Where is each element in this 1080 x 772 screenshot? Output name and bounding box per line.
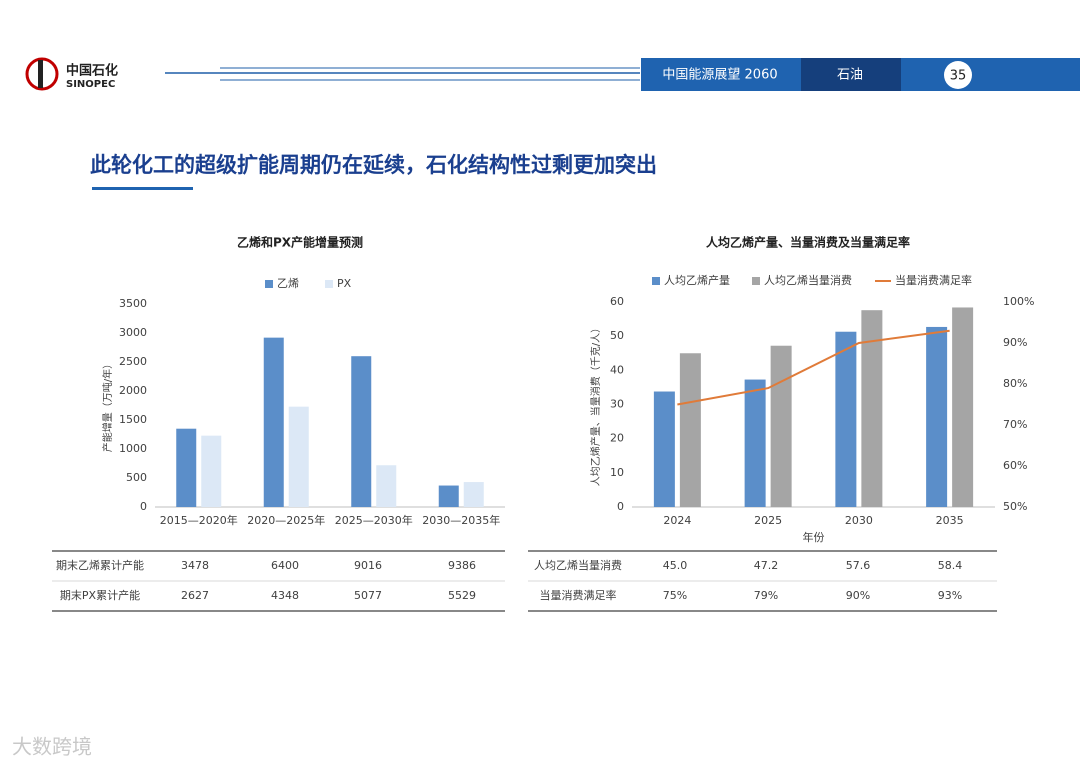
y-tick-label: 2500	[119, 355, 147, 368]
y-tick-label: 1000	[119, 442, 147, 455]
table-cell: 93%	[938, 589, 962, 602]
table-cell: 47.2	[754, 559, 779, 572]
y-tick-label: 50	[610, 329, 624, 342]
bar	[926, 326, 948, 507]
legend-swatch	[652, 277, 660, 285]
y-axis-label: 人均乙烯产量、当量消费（千克/人）	[589, 323, 602, 486]
table-cell: 75%	[663, 589, 687, 602]
page-badge	[944, 61, 972, 89]
x-tick-label: 2024	[663, 514, 691, 527]
bar	[438, 485, 459, 507]
legend-label: 当量消费满足率	[895, 273, 972, 287]
legend-label: 人均乙烯产量	[664, 273, 730, 287]
bar	[176, 428, 197, 507]
section-name: 石油	[837, 68, 863, 83]
bar	[201, 435, 222, 507]
bar	[835, 331, 857, 507]
y2-tick-label: 60%	[1003, 459, 1027, 472]
x-tick-label: 2020—2025年	[247, 513, 325, 527]
table-row-header: 人均乙烯当量消费	[534, 558, 622, 572]
y-tick-label: 20	[610, 432, 624, 445]
x-tick-label: 2015—2020年	[160, 513, 238, 527]
table-cell: 58.4	[938, 559, 963, 572]
title-underline	[92, 187, 193, 190]
chart-title: 乙烯和PX产能增量预测	[237, 235, 363, 250]
y-tick-label: 3500	[119, 297, 147, 310]
y2-tick-label: 100%	[1003, 295, 1034, 308]
table-cell: 3478	[181, 559, 209, 572]
y2-tick-label: 80%	[1003, 377, 1027, 390]
y2-tick-label: 90%	[1003, 336, 1027, 349]
legend-swatch	[752, 277, 760, 285]
y-tick-label: 2000	[119, 384, 147, 397]
header-band	[641, 58, 801, 91]
bar	[952, 307, 974, 507]
table-row-header: 期末PX累计产能	[60, 588, 140, 602]
table-cell: 57.6	[846, 559, 871, 572]
bar	[376, 465, 397, 507]
y-tick-label: 0	[617, 500, 624, 513]
logo-en: SINOPEC	[66, 79, 115, 90]
table-row-header: 当量消费满足率	[540, 588, 617, 602]
table-cell: 2627	[181, 589, 209, 602]
legend-swatch	[325, 280, 333, 288]
y-axis-label: 产能增量（万吨/年）	[101, 359, 114, 452]
bar	[861, 310, 883, 507]
bar	[744, 379, 766, 507]
x-tick-label: 2025—2030年	[335, 513, 413, 527]
table-cell: 79%	[754, 589, 778, 602]
bar	[288, 406, 309, 507]
logo-mark	[38, 60, 43, 88]
header-band	[901, 58, 1080, 91]
y-tick-label: 500	[126, 471, 147, 484]
report-name: 中国能源展望 2060	[662, 67, 777, 83]
header-band	[801, 58, 901, 91]
table-row-header: 期末乙烯累计产能	[56, 558, 144, 572]
logo-mark	[25, 57, 59, 91]
table-cell: 6400	[271, 559, 299, 572]
logo-cn: 中国石化	[66, 63, 118, 79]
legend-swatch	[265, 280, 273, 288]
y2-tick-label: 70%	[1003, 418, 1027, 431]
table-cell: 9386	[448, 559, 476, 572]
bar	[463, 482, 484, 507]
x-tick-label: 2025	[754, 514, 782, 527]
bar	[263, 337, 284, 507]
y-tick-label: 60	[610, 295, 624, 308]
line-series	[677, 329, 950, 406]
bar	[679, 353, 701, 507]
y-tick-label: 10	[610, 466, 624, 479]
y-tick-label: 30	[610, 398, 624, 411]
table-cell: 9016	[354, 559, 382, 572]
table-cell: 5529	[448, 589, 476, 602]
legend-label: 人均乙烯当量消费	[764, 273, 852, 287]
y-tick-label: 40	[610, 363, 624, 376]
slide-title: 此轮化工的超级扩能周期仍在延续，石化结构性过剩更加突出	[90, 153, 657, 177]
bar	[351, 356, 372, 507]
table-cell: 90%	[846, 589, 870, 602]
y-tick-label: 1500	[119, 413, 147, 426]
bar	[770, 345, 792, 507]
chart-title: 人均乙烯产量、当量消费及当量满足率	[706, 235, 910, 250]
legend-label: 乙烯	[277, 277, 299, 290]
table-cell: 5077	[354, 589, 382, 602]
x-tick-label: 2030	[845, 514, 873, 527]
y-tick-label: 0	[140, 500, 147, 513]
x-axis-label: 年份	[803, 530, 825, 544]
x-tick-label: 2035	[936, 514, 964, 527]
watermark: 大数跨境	[12, 735, 92, 759]
bar	[653, 391, 675, 507]
legend-label: PX	[337, 277, 352, 290]
y-tick-label: 3000	[119, 326, 147, 339]
table-cell: 45.0	[663, 559, 688, 572]
x-tick-label: 2030—2035年	[422, 513, 500, 527]
page-number: 35	[950, 69, 967, 84]
table-cell: 4348	[271, 589, 299, 602]
y2-tick-label: 50%	[1003, 500, 1027, 513]
